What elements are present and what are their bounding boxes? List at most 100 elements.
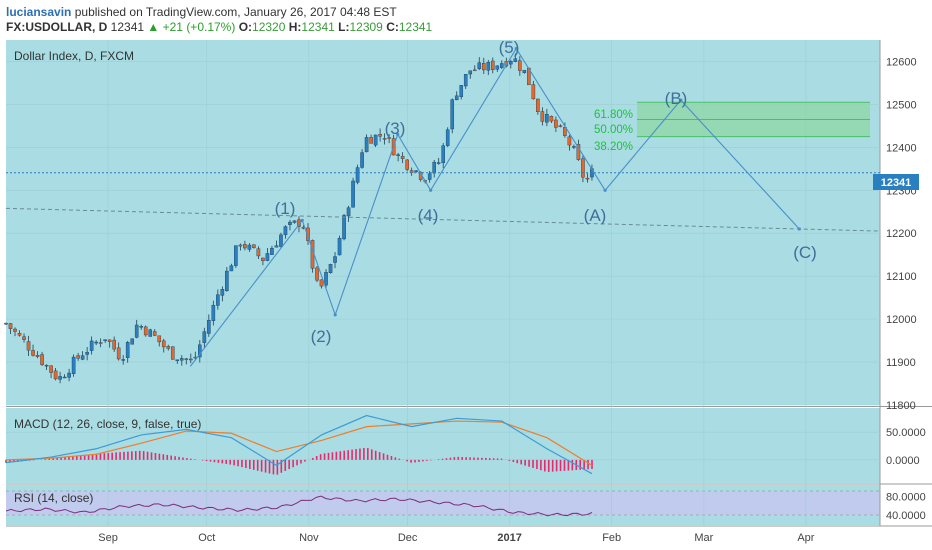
candle-body <box>89 340 94 351</box>
x-tick-label: Dec <box>398 532 418 544</box>
candle-body <box>94 341 98 344</box>
candle-body <box>238 244 243 247</box>
wave-label-3: (3) <box>385 119 406 138</box>
macd-y-tick: 50.0000 <box>886 427 926 439</box>
candle-body <box>283 226 288 236</box>
y-tick-label: 12500 <box>886 99 917 111</box>
candle-body <box>490 60 495 71</box>
candle-body <box>324 272 328 286</box>
rsi-y-tick: 40.0000 <box>886 510 926 522</box>
candle-body <box>243 244 247 249</box>
candle-body <box>62 376 67 379</box>
macd-line <box>5 414 593 475</box>
wave-label-5: (5) <box>499 38 520 57</box>
candle-body <box>247 244 252 250</box>
candle-body <box>536 98 540 113</box>
candle-body <box>585 177 590 180</box>
candle-body <box>509 61 513 65</box>
x-tick-label: Nov <box>299 532 319 544</box>
candle-body <box>459 85 464 97</box>
up-arrow-icon: ▲ <box>147 20 160 34</box>
main-pane-title: Dollar Index, D, FXCM <box>14 49 134 63</box>
candle-body <box>463 74 468 87</box>
candle-body <box>288 221 292 225</box>
candle-body <box>17 333 22 336</box>
candle-body <box>382 138 387 140</box>
candle-body <box>400 156 405 159</box>
candle-body <box>261 257 265 262</box>
x-tick-label: 2017 <box>497 532 521 544</box>
symbol-header: FX:USDOLLAR, D 12341 ▲ +21 (+0.17%) O:12… <box>6 20 432 34</box>
candle-body <box>306 227 310 241</box>
rsi-pane-title: RSI (14, close) <box>14 491 93 505</box>
y-tick-label: 11900 <box>886 357 916 369</box>
candle-body <box>342 215 346 240</box>
candle-body <box>337 238 342 256</box>
wave-point <box>396 132 400 137</box>
published-text: published on TradingView.com, January 26… <box>74 5 397 19</box>
candle-body <box>234 245 238 266</box>
candle-body <box>71 356 76 374</box>
candle-body <box>441 145 446 164</box>
candle-body <box>148 329 153 337</box>
wave-label-b: (B) <box>665 89 688 108</box>
candle-body <box>481 63 486 71</box>
candle-body <box>405 159 409 170</box>
candle-body <box>364 137 369 153</box>
candle-body <box>256 248 261 257</box>
candle-body <box>170 346 175 360</box>
wave-point <box>429 188 433 192</box>
candle-body <box>198 344 202 358</box>
y-tick-label: 12200 <box>886 228 917 240</box>
x-tick-label: Sep <box>98 532 118 544</box>
candle-body <box>445 129 450 146</box>
candle-body <box>360 152 364 168</box>
candle-body <box>116 347 121 360</box>
candle-body <box>472 69 477 72</box>
low-value: 12309 <box>349 20 383 34</box>
candle-body <box>211 304 216 321</box>
candle-body <box>157 335 162 343</box>
fib-500-label: 50.00% <box>594 124 633 136</box>
author-link[interactable]: luciansavin <box>6 5 72 19</box>
x-tick-label: Mar <box>694 532 713 544</box>
candle-body <box>351 180 355 208</box>
candle-body <box>139 326 144 328</box>
candle-body <box>134 324 139 338</box>
candle-body <box>112 339 116 350</box>
candle-body <box>67 372 71 378</box>
candle-body <box>513 58 518 62</box>
candle-body <box>125 342 130 358</box>
rsi-line <box>5 495 593 517</box>
candle-body <box>346 207 351 217</box>
candle-body <box>558 125 563 127</box>
main-pane-bg[interactable] <box>6 40 880 405</box>
candle-body <box>328 264 333 274</box>
y-tick-label: 12600 <box>886 56 917 68</box>
candle-body <box>53 370 58 380</box>
candle-body <box>202 331 207 343</box>
candle-body <box>152 331 157 336</box>
rsi-y-tick: 80.0000 <box>886 491 926 503</box>
y-tick-label: 11800 <box>886 400 916 412</box>
symbol-label: FX:USDOLLAR, D <box>6 20 108 34</box>
candle-body <box>44 364 49 367</box>
wave-label-4: (4) <box>418 206 439 225</box>
candle-body <box>166 346 171 349</box>
candle-body <box>355 167 360 183</box>
candle-body <box>369 137 373 144</box>
current-price-tag-text: 12341 <box>881 177 912 189</box>
candle-body <box>427 173 432 180</box>
candle-body <box>567 136 572 146</box>
wave-point <box>603 188 607 192</box>
candle-body <box>103 339 107 342</box>
x-tick-label: Feb <box>602 532 621 544</box>
open-value: 12320 <box>252 20 286 34</box>
candle-body <box>572 146 576 148</box>
candle-body <box>518 60 522 71</box>
wave-point <box>797 227 801 231</box>
y-tick-label: 12000 <box>886 314 917 326</box>
candle-body <box>454 95 459 101</box>
candle-body <box>49 365 53 373</box>
